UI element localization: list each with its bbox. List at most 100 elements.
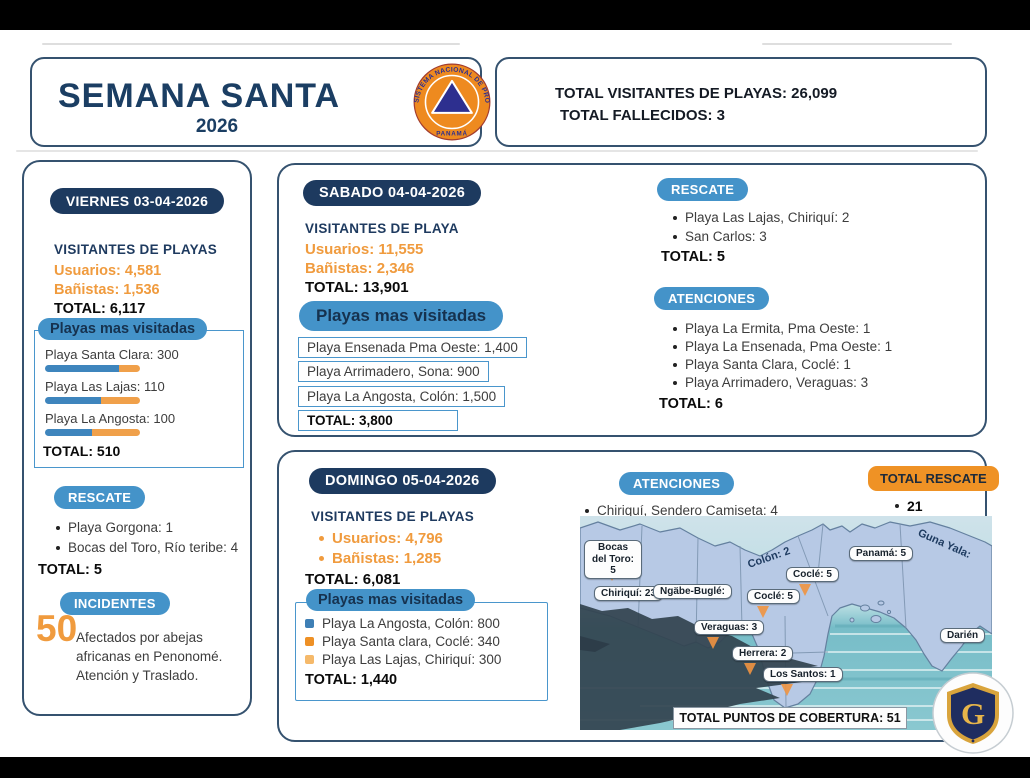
viernes-visitors-heading: VISITANTES DE PLAYAS	[54, 242, 218, 257]
title-panel: SEMANA SANTA 2026 SISTEMA NACIONAL DE PR…	[30, 56, 491, 147]
map-label-cocle-norte: Coclé: 5	[786, 567, 839, 582]
domingo-playas-heading-pill: Playas mas visitadas	[306, 589, 476, 611]
shield-logo-graphic: G	[932, 672, 1014, 754]
viernes-incidentes-text: Afectados por abejas africanas en Penono…	[76, 630, 223, 684]
bar-label: Playa Santa Clara: 300	[45, 347, 179, 362]
sabado-rescate-total: TOTAL: 5	[661, 249, 725, 265]
sabado-rescate-item: San Carlos: 3	[673, 229, 767, 244]
bar-blue-segment	[45, 397, 102, 404]
domingo-usuarios: Usuarios: 4,796	[332, 530, 443, 547]
bar-label: Playa La Angosta: 100	[45, 411, 176, 426]
bar-orange-segment	[119, 365, 140, 372]
domingo-atenciones-item-text: Chiriquí, Sendero Camiseta: 4	[597, 503, 778, 518]
bullet-icon	[673, 215, 677, 220]
bullet-icon	[56, 525, 60, 530]
viernes-rescate-item-text: Playa Gorgona: 1	[68, 520, 174, 535]
sabado-playa-box: Playa Ensenada Pma Oeste: 1,400	[298, 337, 527, 358]
bullet-icon	[673, 344, 677, 349]
sabado-panel: SABADO 04-04-2026 VISITANTES DE PLAYA Us…	[277, 163, 987, 437]
sabado-playas-heading-wrap: Playas mas visitadas	[299, 301, 504, 331]
viernes-bar-item: Playa Santa Clara: 300	[45, 347, 179, 372]
sabado-usuarios: Usuarios: 11,555	[305, 241, 424, 258]
summary-panel: TOTAL VISITANTES DE PLAYAS: 26,099 TOTAL…	[495, 57, 987, 147]
domingo-banistas-row: Bañistas: 1,285	[319, 550, 441, 567]
domingo-date-pill: DOMINGO 05-04-2026	[309, 468, 496, 494]
bullet-icon	[319, 556, 324, 561]
sabado-atenciones-item-text: Playa La Ensenada, Pma Oeste: 1	[685, 339, 893, 354]
bar-blue-segment	[45, 429, 92, 436]
domingo-playa-item: Playa Santa clara, Coclé: 340	[305, 634, 500, 649]
viernes-bars-total: TOTAL: 510	[43, 443, 121, 459]
domingo-playa-item-text: Playa Santa clara, Coclé: 340	[322, 634, 500, 649]
sabado-atenciones-item: Playa Santa Clara, Coclé: 1	[673, 357, 851, 372]
viernes-date-pill: VIERNES 03-04-2026	[49, 188, 225, 214]
domingo-playa-item: Playa Las Lajas, Chiriquí: 300	[305, 652, 501, 667]
bar-chart-bar	[45, 365, 140, 372]
sabado-date-pill: SABADO 04-04-2026	[303, 180, 482, 206]
viernes-incidentes-number: 50	[36, 608, 78, 649]
domingo-total-rescate-pill-wrap: TOTAL RESCATE	[868, 466, 999, 491]
domingo-atenciones-item: Chiriquí, Sendero Camiseta: 4	[585, 503, 778, 518]
viernes-usuarios: Usuarios: 4,581	[54, 263, 162, 279]
summary-total-deaths: TOTAL FALLECIDOS: 3	[560, 107, 726, 124]
scan-artifact-line	[16, 150, 978, 152]
page-title: SEMANA SANTA	[58, 77, 341, 115]
map-label-los-santos: Los Santos: 1	[763, 667, 843, 682]
domingo-total-rescate-row: 21	[895, 498, 923, 514]
sabado-atenciones-item-text: Playa Arrimadero, Veraguas: 3	[685, 375, 869, 390]
domingo-usuarios-row: Usuarios: 4,796	[319, 530, 443, 547]
legend-square-icon	[305, 619, 314, 628]
map-marker-herrera-icon	[744, 663, 756, 675]
viernes-playas-heading-pill: Playas mas visitadas	[38, 318, 208, 340]
bar-chart-bar	[45, 429, 140, 436]
map-marker-cocle-sur-icon	[757, 606, 769, 618]
map-label-veraguas: Veraguas: 3	[694, 620, 765, 635]
viernes-panel: VIERNES 03-04-2026 VISITANTES DE PLAYAS …	[22, 160, 252, 716]
viernes-rescate-pill: RESCATE	[54, 486, 146, 509]
viernes-bar-item: Playa Las Lajas: 110	[45, 379, 165, 404]
domingo-panel: DOMINGO 05-04-2026 VISITANTES DE PLAYAS …	[277, 450, 999, 742]
sabado-rescate-heading: RESCATE	[657, 178, 749, 201]
legend-square-icon	[305, 655, 314, 664]
map-label-ngabe: Ngäbe-Buglé:	[653, 584, 732, 599]
sinaproc-logo: SISTEMA NACIONAL DE PROTECCIÓN CIVIL PAN…	[410, 56, 491, 141]
viernes-rescate-heading: RESCATE	[54, 486, 146, 509]
legend-square-icon	[305, 637, 314, 646]
shield-logo-letter: G	[961, 696, 985, 731]
viernes-rescate-item: Bocas del Toro, Río teribe: 4	[56, 540, 238, 555]
viernes-total: TOTAL: 6,117	[54, 301, 146, 317]
scan-artifact-line	[42, 43, 460, 45]
bullet-icon	[319, 536, 324, 541]
sabado-atenciones-item: Playa La Ensenada, Pma Oeste: 1	[673, 339, 892, 354]
sabado-rescate-item: Playa Las Lajas, Chiriquí: 2	[673, 210, 849, 225]
bullet-icon	[56, 545, 60, 550]
bullet-icon	[673, 326, 677, 331]
scan-artifact-line	[762, 43, 952, 45]
viernes-date-wrap: VIERNES 03-04-2026	[24, 188, 250, 214]
bar-orange-segment	[101, 397, 140, 404]
bullet-icon	[673, 380, 677, 385]
page-year: 2026	[195, 116, 239, 137]
sabado-playas-total-box: TOTAL: 3,800	[298, 410, 458, 431]
bar-chart-bar	[45, 397, 140, 404]
domingo-playa-item: Playa La Angosta, Colón: 800	[305, 616, 500, 631]
sabado-atenciones-total: TOTAL: 6	[659, 396, 723, 412]
sabado-playa-box: Playa La Angosta, Colón: 1,500	[298, 386, 506, 407]
sabado-atenciones-item-text: Playa Santa Clara, Coclé: 1	[685, 357, 851, 372]
bar-blue-segment	[45, 365, 120, 372]
domingo-banistas: Bañistas: 1,285	[332, 550, 442, 567]
bullet-icon	[895, 504, 899, 508]
domingo-playas-box: Playas mas visitadas Playa La Angosta, C…	[295, 589, 548, 701]
viernes-banistas: Bañistas: 1,536	[54, 282, 160, 298]
map-marker-veraguas-icon	[707, 637, 719, 649]
map-label-darien: Darién	[940, 628, 986, 643]
domingo-total-rescate-pill: TOTAL RESCATE	[868, 466, 999, 491]
bar-label: Playa Las Lajas: 110	[45, 379, 165, 394]
sabado-atenciones-heading: ATENCIONES	[654, 287, 770, 310]
viernes-incidentes-heading: INCIDENTES	[60, 592, 170, 615]
domingo-visitors-heading: VISITANTES DE PLAYAS	[311, 509, 475, 524]
sabado-date-wrap: SABADO 04-04-2026	[303, 180, 482, 206]
summary-total-visitors: TOTAL VISITANTES DE PLAYAS: 26,099	[555, 85, 838, 102]
sabado-total: TOTAL: 13,901	[305, 279, 409, 296]
